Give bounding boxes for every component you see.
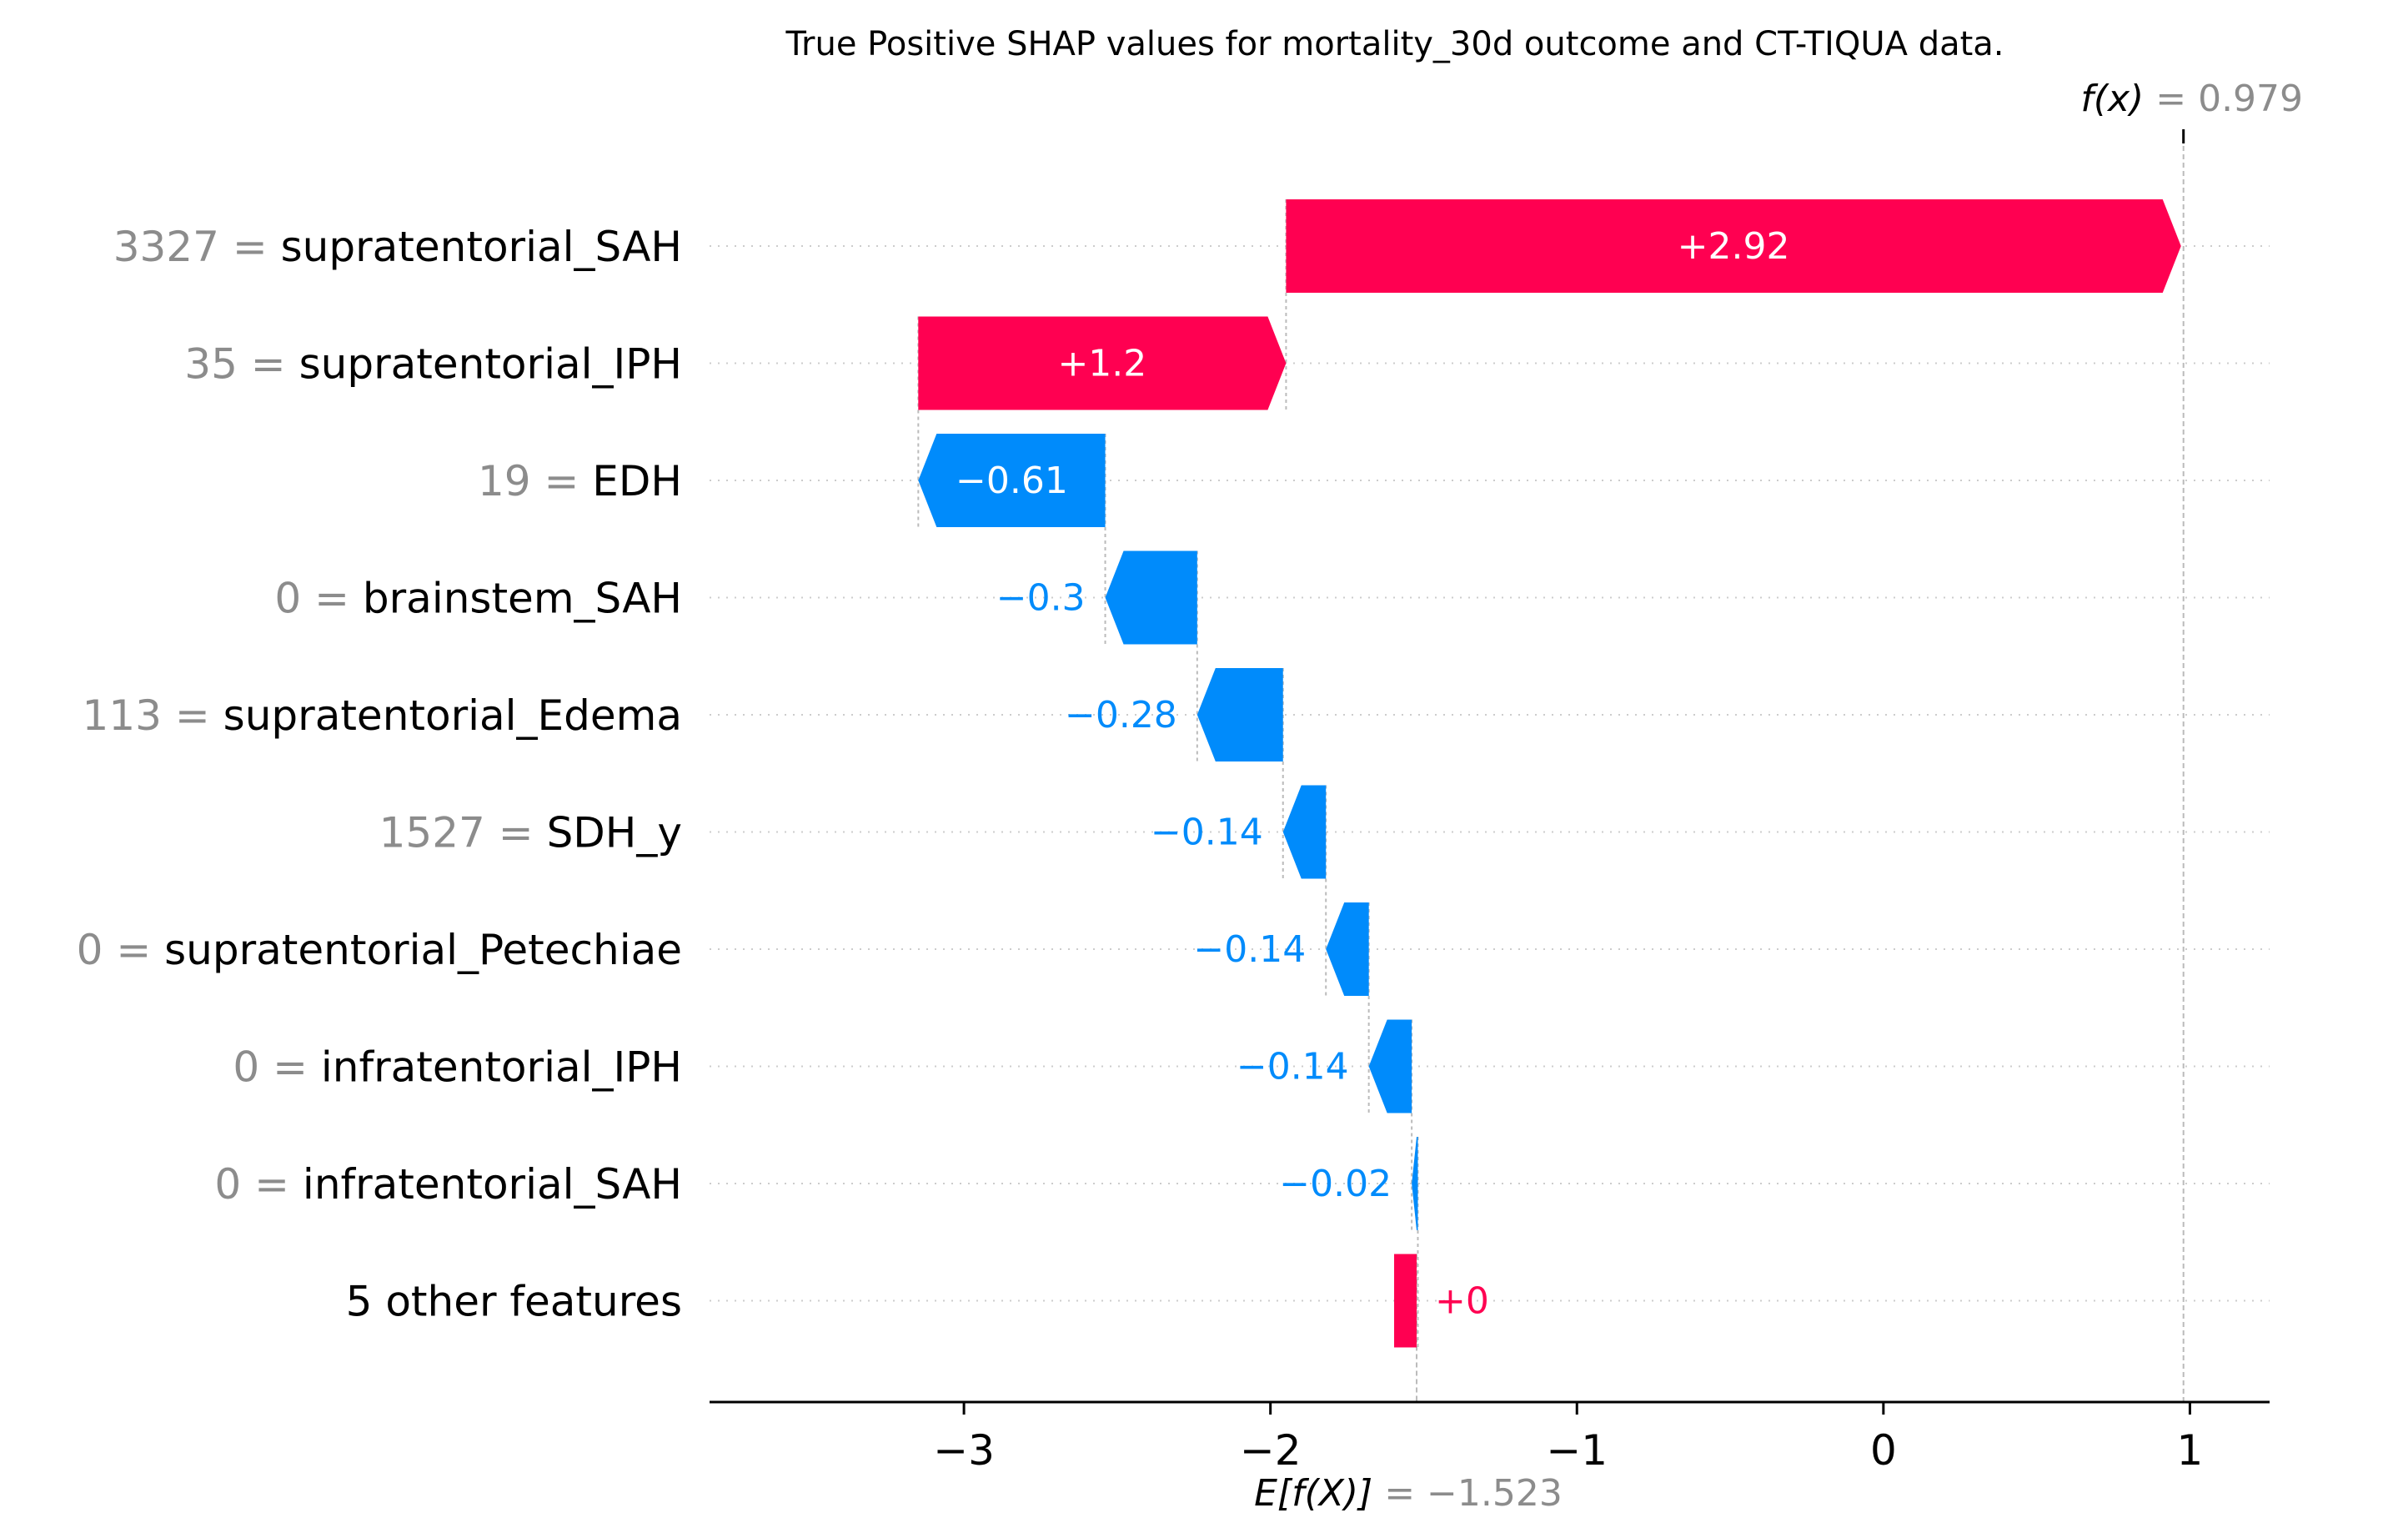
positive-shap-bar — [918, 316, 1287, 410]
bar-value-label: +1.2 — [1057, 343, 1146, 385]
feature-label: 5 other features — [346, 1278, 682, 1326]
x-axis: −3 −2 −1 0 1 — [710, 1400, 2270, 1475]
feature-value: 0 = — [233, 1043, 321, 1092]
feature-name: SDH_y — [547, 809, 682, 857]
feature-name: supratentorial_IPH — [299, 340, 682, 389]
negative-shap-bar — [1412, 1137, 1418, 1230]
feature-name: infratentorial_IPH — [321, 1043, 682, 1092]
feature-name: infratentorial_SAH — [303, 1160, 682, 1209]
chart-title: True Positive SHAP values for mortality_… — [785, 25, 2004, 63]
feature-label: 113 = supratentorial_Edema — [83, 691, 682, 740]
base-value-label: E[f(X)] = −1.523 — [1254, 1472, 1563, 1515]
feature-name: supratentorial_Edema — [223, 691, 682, 740]
feature-name: EDH — [592, 457, 682, 505]
negative-shap-bar — [1105, 550, 1197, 645]
feature-value: 19 = — [478, 457, 592, 505]
output-value-label: f(x) = 0.979 — [2080, 78, 2303, 120]
x-tick-label: 1 — [2177, 1426, 2204, 1475]
positive-shap-bar — [1394, 1254, 1417, 1348]
feature-name: 5 other features — [346, 1278, 682, 1326]
feature-label: 1527 = SDH_y — [379, 809, 682, 857]
feature-labels: 3327 = supratentorial_SAH 35 = supratento… — [77, 223, 682, 1326]
feature-name: brainstem_SAH — [363, 575, 682, 623]
base-value: = −1.523 — [1384, 1472, 1563, 1515]
x-tick-label: −2 — [1240, 1426, 1302, 1475]
feature-label: 35 = supratentorial_IPH — [184, 340, 682, 389]
positive-shap-bar — [1286, 199, 2181, 293]
bar-value-label: +0 — [1435, 1280, 1489, 1323]
bar-value-label: −0.3 — [996, 577, 1086, 620]
feature-label: 0 = infratentorial_SAH — [214, 1160, 682, 1209]
negative-shap-bar — [1326, 902, 1369, 996]
output-value: = 0.979 — [2155, 78, 2303, 120]
bar-value-label: −0.61 — [956, 460, 1068, 502]
bar-value-label: −0.14 — [1193, 928, 1306, 971]
bar-value-label: −0.14 — [1151, 812, 1263, 854]
negative-shap-bar — [1282, 785, 1327, 879]
feature-label: 0 = supratentorial_Petechiae — [77, 926, 682, 974]
feature-label: 19 = EDH — [478, 457, 682, 505]
x-tick-label: 0 — [1870, 1426, 1897, 1475]
negative-shap-bar — [918, 434, 1106, 527]
bar-value-label: −0.28 — [1065, 694, 1177, 736]
negative-shap-bar — [1368, 1019, 1412, 1113]
x-tick-label: −1 — [1546, 1426, 1608, 1475]
feature-name: supratentorial_SAH — [281, 223, 682, 271]
feature-value: 35 = — [184, 340, 298, 389]
negative-shap-bar — [1196, 668, 1283, 761]
base-value-text: E[f(X)] = −1.523 — [1254, 1472, 1563, 1515]
base-label-prefix: E[f(X)] — [1254, 1472, 1384, 1515]
feature-label: 0 = infratentorial_IPH — [233, 1043, 682, 1092]
bars-layer: +2.92 +1.2 −0.61 −0.3 −0.28 −0.14 −0.14 −0.14 −0… — [918, 199, 2181, 1348]
bar-value-label: −0.02 — [1279, 1163, 1392, 1205]
bar-value-label: +2.92 — [1678, 225, 1790, 268]
feature-value: 113 = — [83, 691, 223, 740]
feature-value: 0 = — [274, 575, 363, 623]
feature-value: 3327 = — [113, 223, 281, 271]
feature-value: 1527 = — [379, 809, 547, 857]
output-label-prefix: f(x) — [2080, 78, 2155, 120]
feature-name: supratentorial_Petechiae — [164, 926, 682, 974]
feature-label: 0 = brainstem_SAH — [274, 575, 682, 623]
output-value-text: f(x) = 0.979 — [2080, 78, 2303, 120]
x-tick-label: −3 — [933, 1426, 995, 1475]
feature-value: 0 = — [214, 1160, 303, 1209]
bar-value-label: −0.14 — [1237, 1046, 1349, 1088]
feature-value: 0 = — [77, 926, 165, 974]
feature-label: 3327 = supratentorial_SAH — [113, 223, 682, 271]
